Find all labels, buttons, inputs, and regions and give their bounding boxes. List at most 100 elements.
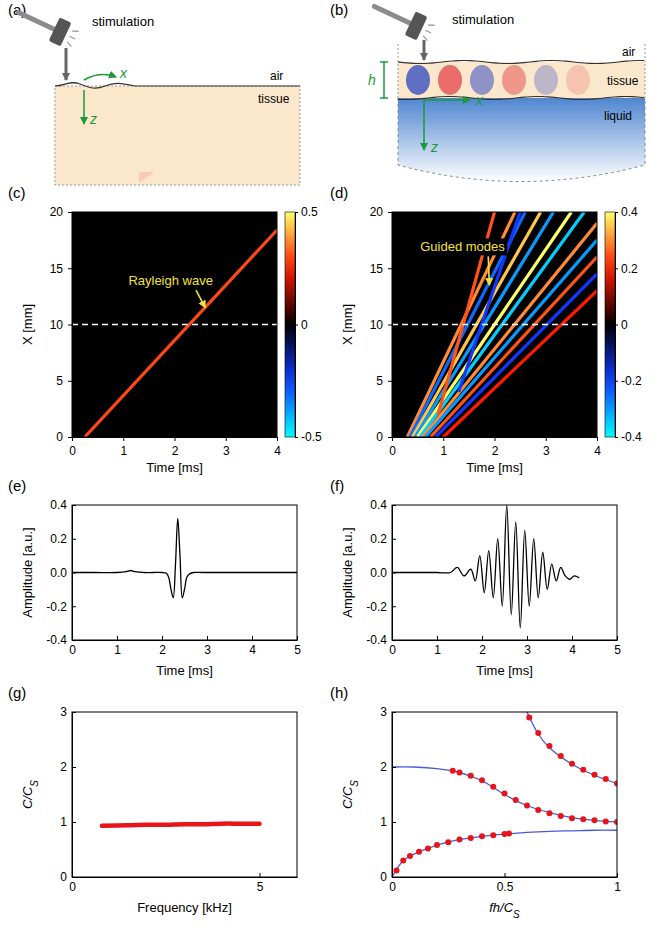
x-axis-tick: 3 (524, 636, 531, 657)
tick-mark (388, 325, 392, 326)
data-point (547, 743, 553, 749)
panel-letter: (b) (330, 1, 348, 18)
tick-mark (72, 437, 73, 441)
y-axis: 0123 (380, 705, 396, 884)
y-axis-tick: 1 (60, 815, 76, 829)
reference-line (392, 324, 597, 325)
tick-label: 3 (380, 705, 387, 719)
data-point (479, 833, 485, 839)
tick-label: 0 (389, 643, 396, 657)
x-axis-tick: 2 (479, 636, 486, 657)
x-axis-tick: 2 (159, 636, 166, 657)
y-axis-tick: 0.4 (50, 498, 76, 512)
y-axis-title-subscript: S (349, 780, 360, 787)
y-axis-tick: -0.2 (366, 600, 396, 614)
tick-label: 3 (543, 444, 550, 458)
tick-mark (72, 573, 76, 574)
y-axis-tick: 5 (376, 374, 392, 388)
x-axis: 012345 (69, 636, 301, 657)
x-axis-tick: 1 (114, 636, 121, 657)
layer-boundary (398, 96, 644, 99)
tick-mark (615, 325, 618, 326)
tick-label: 0 (301, 318, 308, 332)
x-axis: 05 (69, 873, 297, 894)
plot-area (72, 230, 277, 437)
data-point (479, 777, 485, 783)
colorbar-axis-tick: 0.4 (615, 205, 638, 219)
wave-blob (502, 65, 526, 95)
x-axis-title: Frequency [kHz] (137, 900, 232, 915)
layer-edge (645, 44, 646, 98)
tick-label: 2 (159, 643, 166, 657)
y-axis-tick: 0.0 (370, 566, 396, 580)
tick-label: 4 (569, 643, 576, 657)
x-axis-tick: 0 (69, 437, 76, 458)
impact-line (70, 36, 75, 39)
plot-frame (392, 505, 617, 640)
tick-mark (295, 212, 298, 213)
colorbar-axis-tick: 0 (295, 318, 308, 332)
y-axis: -0.4-0.20.00.20.4 (46, 498, 76, 647)
tick-label: 2 (380, 760, 387, 774)
tick-mark (388, 437, 392, 438)
tick-label: 0.5 (497, 880, 514, 894)
tick-mark (260, 873, 261, 877)
tick-label: 3 (204, 643, 211, 657)
hammer-handle (15, 9, 57, 32)
data-point (434, 842, 440, 848)
surface-line (55, 83, 300, 89)
data-point (603, 818, 609, 824)
liquid-region (398, 98, 645, 182)
tick-label: 10 (50, 318, 64, 332)
thickness-cap (380, 97, 388, 99)
tick-mark (437, 636, 438, 640)
tick-label: 1 (114, 643, 121, 657)
x-axis-tick: 3 (223, 437, 230, 458)
hammer-icon (11, 0, 81, 51)
y-axis-title-subscript: S (29, 780, 40, 787)
tick-label: 0.5 (301, 205, 318, 219)
x-direction-arrow (84, 75, 116, 80)
tick-mark (392, 640, 396, 641)
tick-label: 20 (370, 205, 384, 219)
plot-background (392, 212, 597, 437)
x-axis-line (73, 877, 298, 878)
axis-symbol: z (89, 111, 97, 127)
tick-label: 0 (380, 870, 387, 884)
tick-mark (597, 437, 598, 441)
tick-label: 0 (389, 444, 396, 458)
annotation: Guided modes (418, 238, 507, 285)
tick-mark (617, 873, 618, 877)
data-line (102, 824, 260, 826)
data-point (524, 803, 530, 809)
y-axis-tick: 0.2 (50, 532, 76, 546)
tick-mark (72, 877, 76, 878)
y-axis-title: X [mm] (20, 304, 35, 345)
wave-blob (406, 65, 430, 95)
tick-label: 0.2 (50, 532, 67, 546)
y-axis-title: Amplitude [a.u.] (20, 527, 35, 617)
ridge (85, 230, 277, 437)
y-axis-tick: 10 (370, 318, 392, 332)
tick-mark (615, 381, 618, 382)
tick-mark (117, 636, 118, 640)
tick-mark (392, 606, 396, 607)
layer-boundary (398, 60, 644, 63)
data-line (392, 767, 617, 822)
tick-mark (615, 212, 618, 213)
tick-mark (72, 822, 76, 823)
y-axis-title-main: C/C (340, 786, 355, 809)
axis-symbol: x (475, 92, 484, 108)
plot-background (72, 212, 277, 437)
z-direction-arrow (423, 100, 425, 150)
data-point (400, 858, 406, 864)
tick-mark (392, 712, 396, 713)
tick-label: 3 (60, 705, 67, 719)
data-point (592, 817, 598, 823)
tick-label: 1 (614, 880, 621, 894)
tick-label: 1 (440, 444, 447, 458)
tick-mark (175, 437, 176, 441)
tick-label: 0 (69, 444, 76, 458)
tick-label: 5 (56, 374, 63, 388)
data-point (490, 784, 496, 790)
